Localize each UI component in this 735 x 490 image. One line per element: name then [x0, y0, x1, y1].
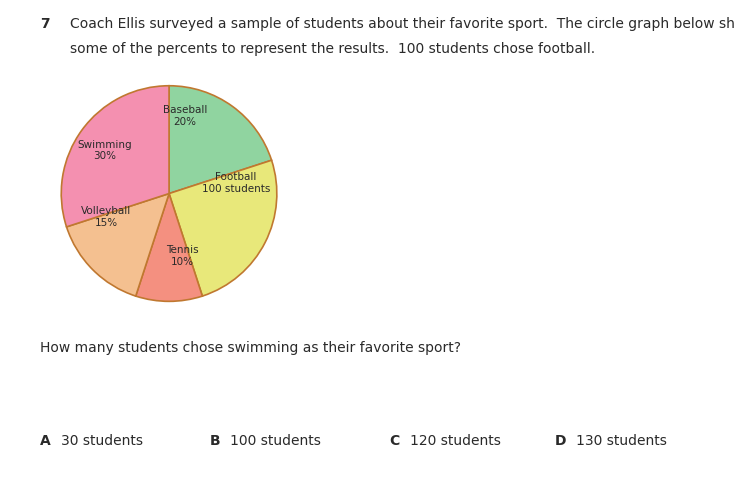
Text: Football
100 students: Football 100 students: [201, 172, 270, 194]
Text: Volleyball
15%: Volleyball 15%: [82, 206, 132, 228]
Wedge shape: [169, 160, 277, 296]
Text: C: C: [390, 434, 400, 448]
Wedge shape: [61, 86, 169, 227]
Wedge shape: [136, 194, 202, 301]
Wedge shape: [169, 86, 271, 194]
Text: How many students chose swimming as their favorite sport?: How many students chose swimming as thei…: [40, 341, 462, 355]
Text: 7: 7: [40, 17, 50, 31]
Text: Baseball
20%: Baseball 20%: [163, 105, 207, 127]
Text: 100 students: 100 students: [230, 434, 321, 448]
Text: 30 students: 30 students: [61, 434, 143, 448]
Text: Swimming
30%: Swimming 30%: [77, 140, 132, 161]
Text: A: A: [40, 434, 51, 448]
Text: 130 students: 130 students: [576, 434, 667, 448]
Text: B: B: [209, 434, 220, 448]
Text: 120 students: 120 students: [410, 434, 501, 448]
Text: some of the percents to represent the results.  100 students chose football.: some of the percents to represent the re…: [70, 42, 595, 56]
Text: D: D: [555, 434, 567, 448]
Text: Coach Ellis surveyed a sample of students about their favorite sport.  The circl: Coach Ellis surveyed a sample of student…: [70, 17, 735, 31]
Text: Tennis
10%: Tennis 10%: [165, 245, 198, 267]
Wedge shape: [67, 194, 169, 296]
